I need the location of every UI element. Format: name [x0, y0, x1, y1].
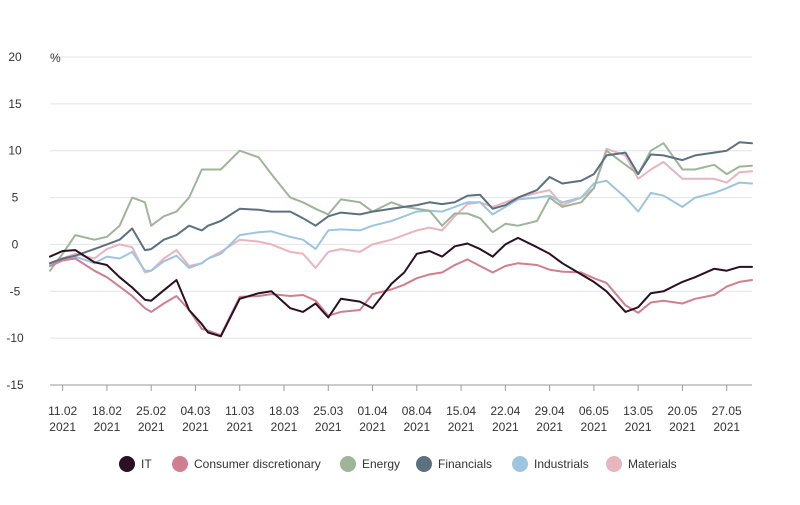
x-tick-date: 08.04 — [402, 404, 432, 418]
x-tick-date: 06.05 — [579, 404, 609, 418]
y-tick-label: 5 — [12, 191, 19, 205]
x-tick-label: 01.04 2021 — [358, 404, 388, 434]
x-tick-year: 2021 — [581, 420, 608, 434]
x-tick-date: 13.05 — [623, 404, 653, 418]
y-tick-label: -5 — [10, 284, 21, 298]
x-tick-date: 22.04 — [490, 404, 520, 418]
x-tick-year: 2021 — [448, 420, 475, 434]
grid-lines — [50, 56, 752, 386]
x-tick-label: 18.03 2021 — [269, 404, 299, 434]
y-tick-label: 20 — [8, 50, 22, 64]
series-line-it — [49, 236, 753, 338]
x-tick-date: 29.04 — [535, 404, 565, 418]
y-tick-label: -10 — [6, 331, 24, 345]
x-tick-date: 11.02 — [48, 404, 77, 418]
legend-swatch — [416, 456, 432, 472]
legend-label: IT — [141, 457, 152, 471]
x-tick-year: 2021 — [49, 420, 76, 434]
x-tick-label: 11.03 2021 — [225, 404, 254, 434]
x-tick-label: 22.04 2021 — [490, 404, 520, 434]
x-tick-date: 15.04 — [446, 404, 476, 418]
legend-label: Financials — [438, 457, 492, 471]
x-tick-date: 27.05 — [712, 404, 742, 418]
series-line-financials — [49, 141, 753, 265]
x-tick-date: 18.02 — [92, 404, 122, 418]
x-tick-label: 20.05 2021 — [667, 404, 697, 434]
x-tick-year: 2021 — [94, 420, 121, 434]
x-tick-year: 2021 — [138, 420, 165, 434]
x-tick-label: 08.04 2021 — [402, 404, 432, 434]
x-tick-label: 06.05 2021 — [579, 404, 609, 434]
y-tick-label: 0 — [12, 237, 19, 251]
x-tick-year: 2021 — [669, 420, 696, 434]
series-lines — [49, 141, 753, 338]
legend-label: Consumer discretionary — [194, 457, 321, 471]
x-tick-year: 2021 — [271, 420, 298, 434]
x-tick-label: 29.04 2021 — [535, 404, 565, 434]
x-tick-label: 13.05 2021 — [623, 404, 653, 434]
legend-label: Energy — [362, 457, 400, 471]
x-tick-date: 11.03 — [225, 404, 254, 418]
series-line-materials — [49, 147, 753, 274]
legend-swatch — [512, 456, 528, 472]
x-tick-label: 27.05 2021 — [712, 404, 742, 434]
x-tick-year: 2021 — [226, 420, 253, 434]
legend-swatch — [606, 456, 622, 472]
series-line-energy — [49, 142, 753, 272]
x-tick-year: 2021 — [625, 420, 652, 434]
legend-label: Industrials — [534, 457, 589, 471]
x-tick-date: 18.03 — [269, 404, 299, 418]
legend-label: Materials — [628, 457, 677, 471]
x-tick-year: 2021 — [315, 420, 342, 434]
x-tick-date: 01.04 — [358, 404, 388, 418]
x-tick-year: 2021 — [359, 420, 386, 434]
x-tick-label: 25.03 2021 — [313, 404, 343, 434]
x-tick-label: 15.04 2021 — [446, 404, 476, 434]
legend: IT Consumer discretionary Energy Financials… — [119, 456, 677, 472]
x-tick-label: 11.02 2021 — [48, 404, 77, 434]
x-tick-year: 2021 — [182, 420, 209, 434]
y-tick-label: 15 — [8, 97, 22, 111]
legend-swatch — [119, 456, 135, 472]
x-tick-year: 2021 — [403, 420, 430, 434]
y-axis-tick-labels: 20 15 10 5 0 -5 -10 -15 — [6, 50, 24, 392]
x-tick-date: 20.05 — [667, 404, 697, 418]
x-tick-year: 2021 — [492, 420, 519, 434]
y-axis-unit-label: % — [50, 51, 61, 65]
series-line-industrials — [49, 179, 753, 272]
x-tick-label: 04.03 2021 — [180, 404, 210, 434]
x-tick-year: 2021 — [713, 420, 740, 434]
x-tick-date: 25.02 — [136, 404, 166, 418]
legend-swatch — [172, 456, 188, 472]
legend-swatch — [340, 456, 356, 472]
y-tick-label: 10 — [8, 144, 22, 158]
x-tick-label: 25.02 2021 — [136, 404, 166, 434]
x-tick-date: 25.03 — [313, 404, 343, 418]
y-tick-label: -15 — [6, 378, 24, 392]
x-tick-date: 04.03 — [180, 404, 210, 418]
x-tick-label: 18.02 2021 — [92, 404, 122, 434]
x-tick-year: 2021 — [536, 420, 563, 434]
